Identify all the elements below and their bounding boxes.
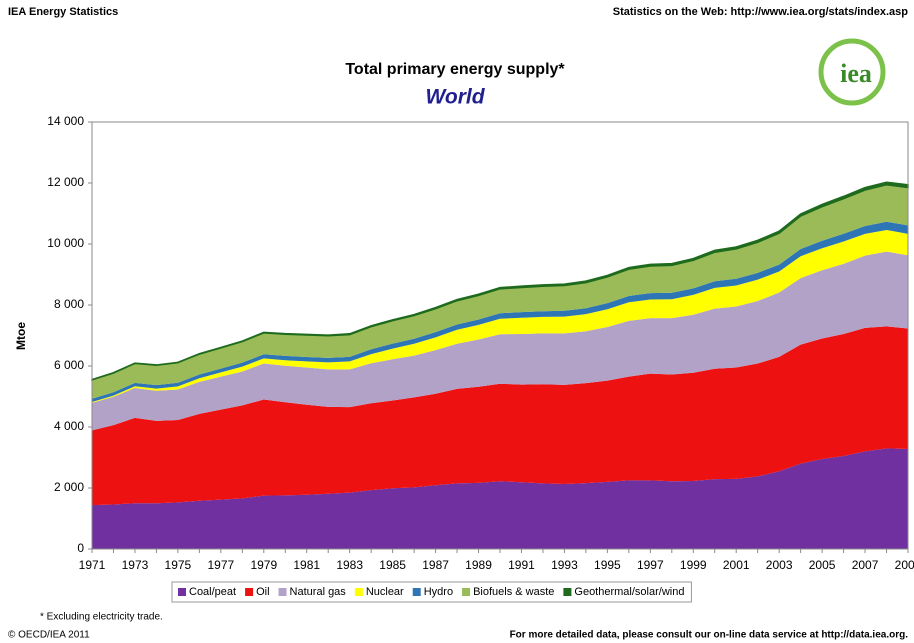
y-tick-label: 8 000: [54, 297, 84, 311]
legend-label: Nuclear: [366, 586, 404, 598]
legend-label: Hydro: [424, 586, 453, 598]
y-tick-label: 10 000: [47, 236, 84, 250]
x-tick-label: 2005: [809, 558, 836, 572]
x-tick-label: 1981: [293, 558, 320, 572]
area: [92, 229, 908, 403]
x-tick-label: 1997: [637, 558, 664, 572]
y-axis-label: Mtoe: [14, 322, 28, 350]
x-tick-label: 2003: [766, 558, 793, 572]
x-tick-label: 1973: [122, 558, 149, 572]
x-tick-label: 1995: [594, 558, 621, 572]
logo: iea: [840, 59, 872, 88]
x-tick-label: 1979: [250, 558, 277, 572]
legend-swatch: [278, 588, 287, 596]
legend-label: Coal/peat: [189, 586, 236, 598]
x-tick-label: 1989: [465, 558, 492, 572]
legend-swatch: [354, 588, 363, 596]
x-tick-label: 1977: [207, 558, 234, 572]
x-tick-label: 1983: [336, 558, 363, 572]
legend-swatch: [462, 588, 471, 596]
legend-label: Biofuels & waste: [473, 586, 554, 598]
area: [92, 221, 908, 402]
footnote: * Excluding electricity trade.: [40, 612, 163, 623]
y-tick-label: 0: [77, 541, 84, 555]
legend-label: Geothermal/solar/wind: [574, 586, 684, 598]
chart-title: Total primary energy supply*: [345, 61, 565, 78]
y-tick-label: 12 000: [47, 175, 84, 189]
x-tick-label: 1975: [165, 558, 192, 572]
y-tick-label: 2 000: [54, 480, 84, 494]
x-tick-label: 1991: [508, 558, 535, 572]
x-tick-label: 1985: [379, 558, 406, 572]
legend-swatch: [563, 588, 572, 596]
y-tick-label: 4 000: [54, 419, 84, 433]
x-tick-label: 1993: [551, 558, 578, 572]
x-tick-label: 2009: [895, 558, 914, 572]
area: [92, 251, 908, 431]
copyright: © OECD/IEA 2011: [8, 630, 90, 641]
x-tick-label: 2007: [852, 558, 879, 572]
y-tick-label: 14 000: [47, 114, 84, 128]
header-left: IEA Energy Statistics: [8, 6, 118, 18]
legend-box: [171, 581, 692, 603]
legend-swatch: [412, 588, 421, 596]
y-tick-label: 6 000: [54, 358, 84, 372]
area: [92, 448, 908, 549]
legend-swatch: [245, 588, 254, 596]
area: [92, 326, 908, 506]
x-tick-label: 1987: [422, 558, 449, 572]
x-tick-label: 2001: [723, 558, 750, 572]
legend-label: Natural gas: [290, 586, 347, 598]
logo-ring: [818, 38, 886, 106]
header-right: Statistics on the Web: http://www.iea.or…: [613, 6, 908, 18]
legend-swatch: [178, 588, 186, 596]
footer-right: For more detailed data, please consult o…: [510, 630, 909, 641]
chart-subtitle: World: [425, 86, 485, 109]
legend-label: Oil: [256, 586, 269, 598]
area: [92, 184, 908, 399]
x-tick-label: 1971: [79, 558, 106, 572]
x-tick-label: 1999: [680, 558, 707, 572]
